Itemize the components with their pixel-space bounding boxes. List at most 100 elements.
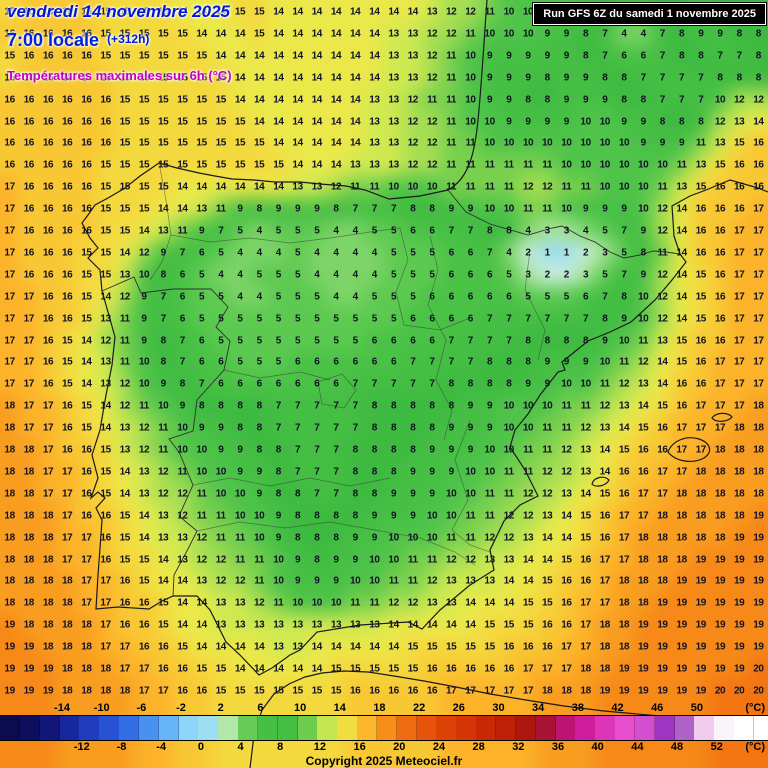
temp-value: 15 [119, 554, 131, 565]
temp-value: 6 [371, 356, 378, 368]
temp-value: 10 [618, 137, 630, 149]
temp-value: 18 [599, 641, 611, 653]
temp-value: 5 [295, 335, 301, 346]
temp-value: 10 [234, 488, 246, 500]
temp-value: 18 [62, 663, 73, 675]
temp-value: 11 [177, 225, 188, 237]
temp-value: 9 [429, 444, 435, 456]
temp-value: 13 [254, 619, 265, 631]
temp-value: 9 [640, 137, 647, 149]
temp-value: 19 [734, 641, 745, 653]
temp-value: 17 [522, 663, 534, 675]
temp-value: 17 [4, 181, 15, 193]
temp-value: 7 [410, 356, 416, 368]
temp-value: 16 [734, 159, 745, 171]
temp-value: 8 [160, 269, 167, 281]
temp-value: 4 [352, 291, 359, 303]
temp-value: 13 [388, 159, 399, 171]
temp-value: 13 [426, 597, 438, 609]
temp-value: 14 [503, 597, 515, 609]
temp-value: 10 [561, 203, 572, 215]
scale-tick-label: 2 [217, 702, 224, 714]
temp-value: 18 [4, 575, 15, 587]
temp-value: 15 [522, 597, 534, 609]
temp-value: 10 [177, 422, 188, 434]
scale-color-cell [714, 716, 735, 740]
forecast-time-text: 7:00 locale [7, 30, 100, 50]
temp-value: 19 [695, 597, 707, 609]
temp-value: 16 [599, 532, 611, 544]
temp-value: 15 [676, 335, 687, 346]
temp-value: 18 [618, 641, 630, 653]
temp-value: 14 [196, 641, 207, 653]
temp-value: 11 [446, 159, 457, 171]
temp-value: 12 [542, 488, 553, 500]
temp-value: 16 [42, 269, 54, 281]
temp-value: 12 [254, 597, 265, 609]
temp-value: 8 [391, 466, 397, 478]
temp-value: 13 [350, 619, 361, 631]
temp-value: 19 [695, 619, 707, 631]
temp-value: 9 [179, 400, 186, 412]
scale-tick-label: 0 [197, 741, 204, 753]
temp-value: 18 [676, 532, 687, 544]
temp-value: 19 [714, 554, 726, 565]
temp-value: 12 [158, 488, 169, 500]
temp-value: 10 [292, 597, 303, 609]
temp-value: 14 [350, 72, 361, 84]
temp-value: 4 [525, 225, 531, 237]
temp-value: 9 [237, 444, 243, 456]
temp-value: 7 [621, 269, 627, 281]
temp-value: 17 [599, 575, 611, 587]
temp-value: 12 [657, 269, 668, 281]
temp-value: 14 [311, 159, 323, 171]
temp-value: 13 [196, 203, 207, 215]
temp-value: 10 [273, 554, 284, 565]
temp-value: 9 [659, 137, 666, 149]
scale-color-cell [615, 716, 636, 740]
temp-value: 9 [467, 400, 474, 412]
temp-value: 17 [618, 510, 630, 522]
temp-value: 18 [695, 510, 707, 522]
scale-tick-label: -12 [73, 741, 90, 753]
temp-value: 9 [506, 50, 512, 62]
temp-value: 11 [446, 532, 457, 544]
temp-value: 5 [391, 247, 397, 259]
field-cell [57, 44, 78, 67]
temp-value: 18 [4, 488, 15, 500]
temp-value: 8 [487, 356, 493, 368]
temp-value: 16 [62, 225, 73, 237]
temp-value: 12 [657, 203, 668, 215]
temp-value: 16 [42, 313, 54, 325]
temp-value: 5 [602, 225, 608, 237]
temp-value: 13 [561, 488, 572, 500]
temp-value: 18 [618, 575, 630, 587]
temp-value: 12 [638, 356, 649, 368]
temp-value: 8 [659, 116, 666, 127]
temp-value: 13 [100, 378, 111, 390]
temp-value: 13 [388, 72, 399, 84]
temp-value: 9 [640, 269, 647, 281]
temp-value: 6 [506, 291, 512, 303]
scale-color-cell [376, 716, 398, 740]
temp-value: 16 [618, 488, 630, 500]
temp-value: 17 [561, 641, 572, 653]
temp-value: 16 [62, 400, 73, 412]
field-cell [0, 88, 20, 111]
temp-value: 9 [544, 378, 551, 390]
temp-value: 17 [618, 554, 630, 565]
temp-value: 16 [580, 575, 591, 587]
temp-value: 13 [138, 466, 150, 478]
temp-value: 10 [177, 444, 188, 456]
temp-value: 11 [695, 137, 706, 149]
temp-value: 8 [429, 203, 435, 215]
temp-value: 16 [657, 444, 668, 456]
temp-value: 16 [177, 685, 188, 697]
field-cell [38, 0, 59, 24]
temp-value: 13 [446, 597, 457, 609]
temp-value: 7 [179, 335, 186, 346]
temp-value: 14 [350, 137, 361, 149]
temp-value: 7 [275, 422, 282, 434]
field-cell [57, 0, 78, 24]
